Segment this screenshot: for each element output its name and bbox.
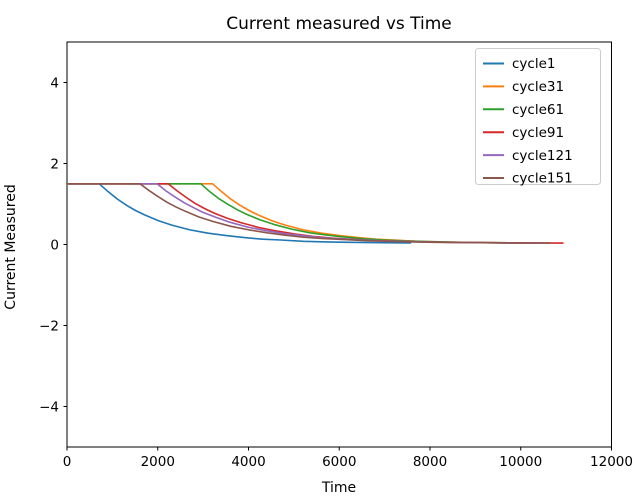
- y-axis-ticks: −4 −2 0 2 4: [39, 75, 67, 415]
- x-tick-label: 4000: [231, 454, 265, 470]
- data-series-lines: [66, 183, 564, 244]
- legend-label-cycle1: cycle1: [512, 56, 555, 72]
- legend-frame: [475, 48, 601, 185]
- legend-label-cycle91: cycle91: [512, 125, 564, 141]
- series-line-cycle1: [66, 183, 412, 244]
- legend-label-cycle151: cycle151: [512, 171, 573, 187]
- x-tick-label: 6000: [322, 454, 356, 470]
- legend-label-cycle31: cycle31: [512, 79, 564, 95]
- y-tick-label: 4: [50, 75, 59, 91]
- y-tick-label: −2: [39, 318, 59, 334]
- x-tick-label: 10000: [499, 454, 542, 470]
- x-tick-label: 12000: [590, 454, 633, 470]
- x-tick-label: 0: [63, 454, 72, 470]
- legend-label-cycle121: cycle121: [512, 148, 573, 164]
- x-axis-ticks: 0 2000 4000 6000 8000 10000 12000: [63, 447, 633, 470]
- x-tick-label: 8000: [413, 454, 447, 470]
- legend-label-cycle61: cycle61: [512, 102, 564, 118]
- y-tick-label: −4: [39, 399, 59, 415]
- y-tick-label: 0: [50, 237, 59, 253]
- legend-box: cycle1 cycle31 cycle61 cycle91 cycle121 cycle…: [475, 48, 601, 187]
- series-line-cycle121: [66, 183, 545, 244]
- series-line-cycle151: [66, 183, 552, 244]
- x-axis-label: Time: [321, 480, 356, 496]
- x-tick-label: 2000: [141, 454, 175, 470]
- y-tick-label: 2: [50, 156, 59, 172]
- y-axis-label: Current Measured: [3, 184, 19, 309]
- chart-title: Current measured vs Time: [226, 14, 452, 34]
